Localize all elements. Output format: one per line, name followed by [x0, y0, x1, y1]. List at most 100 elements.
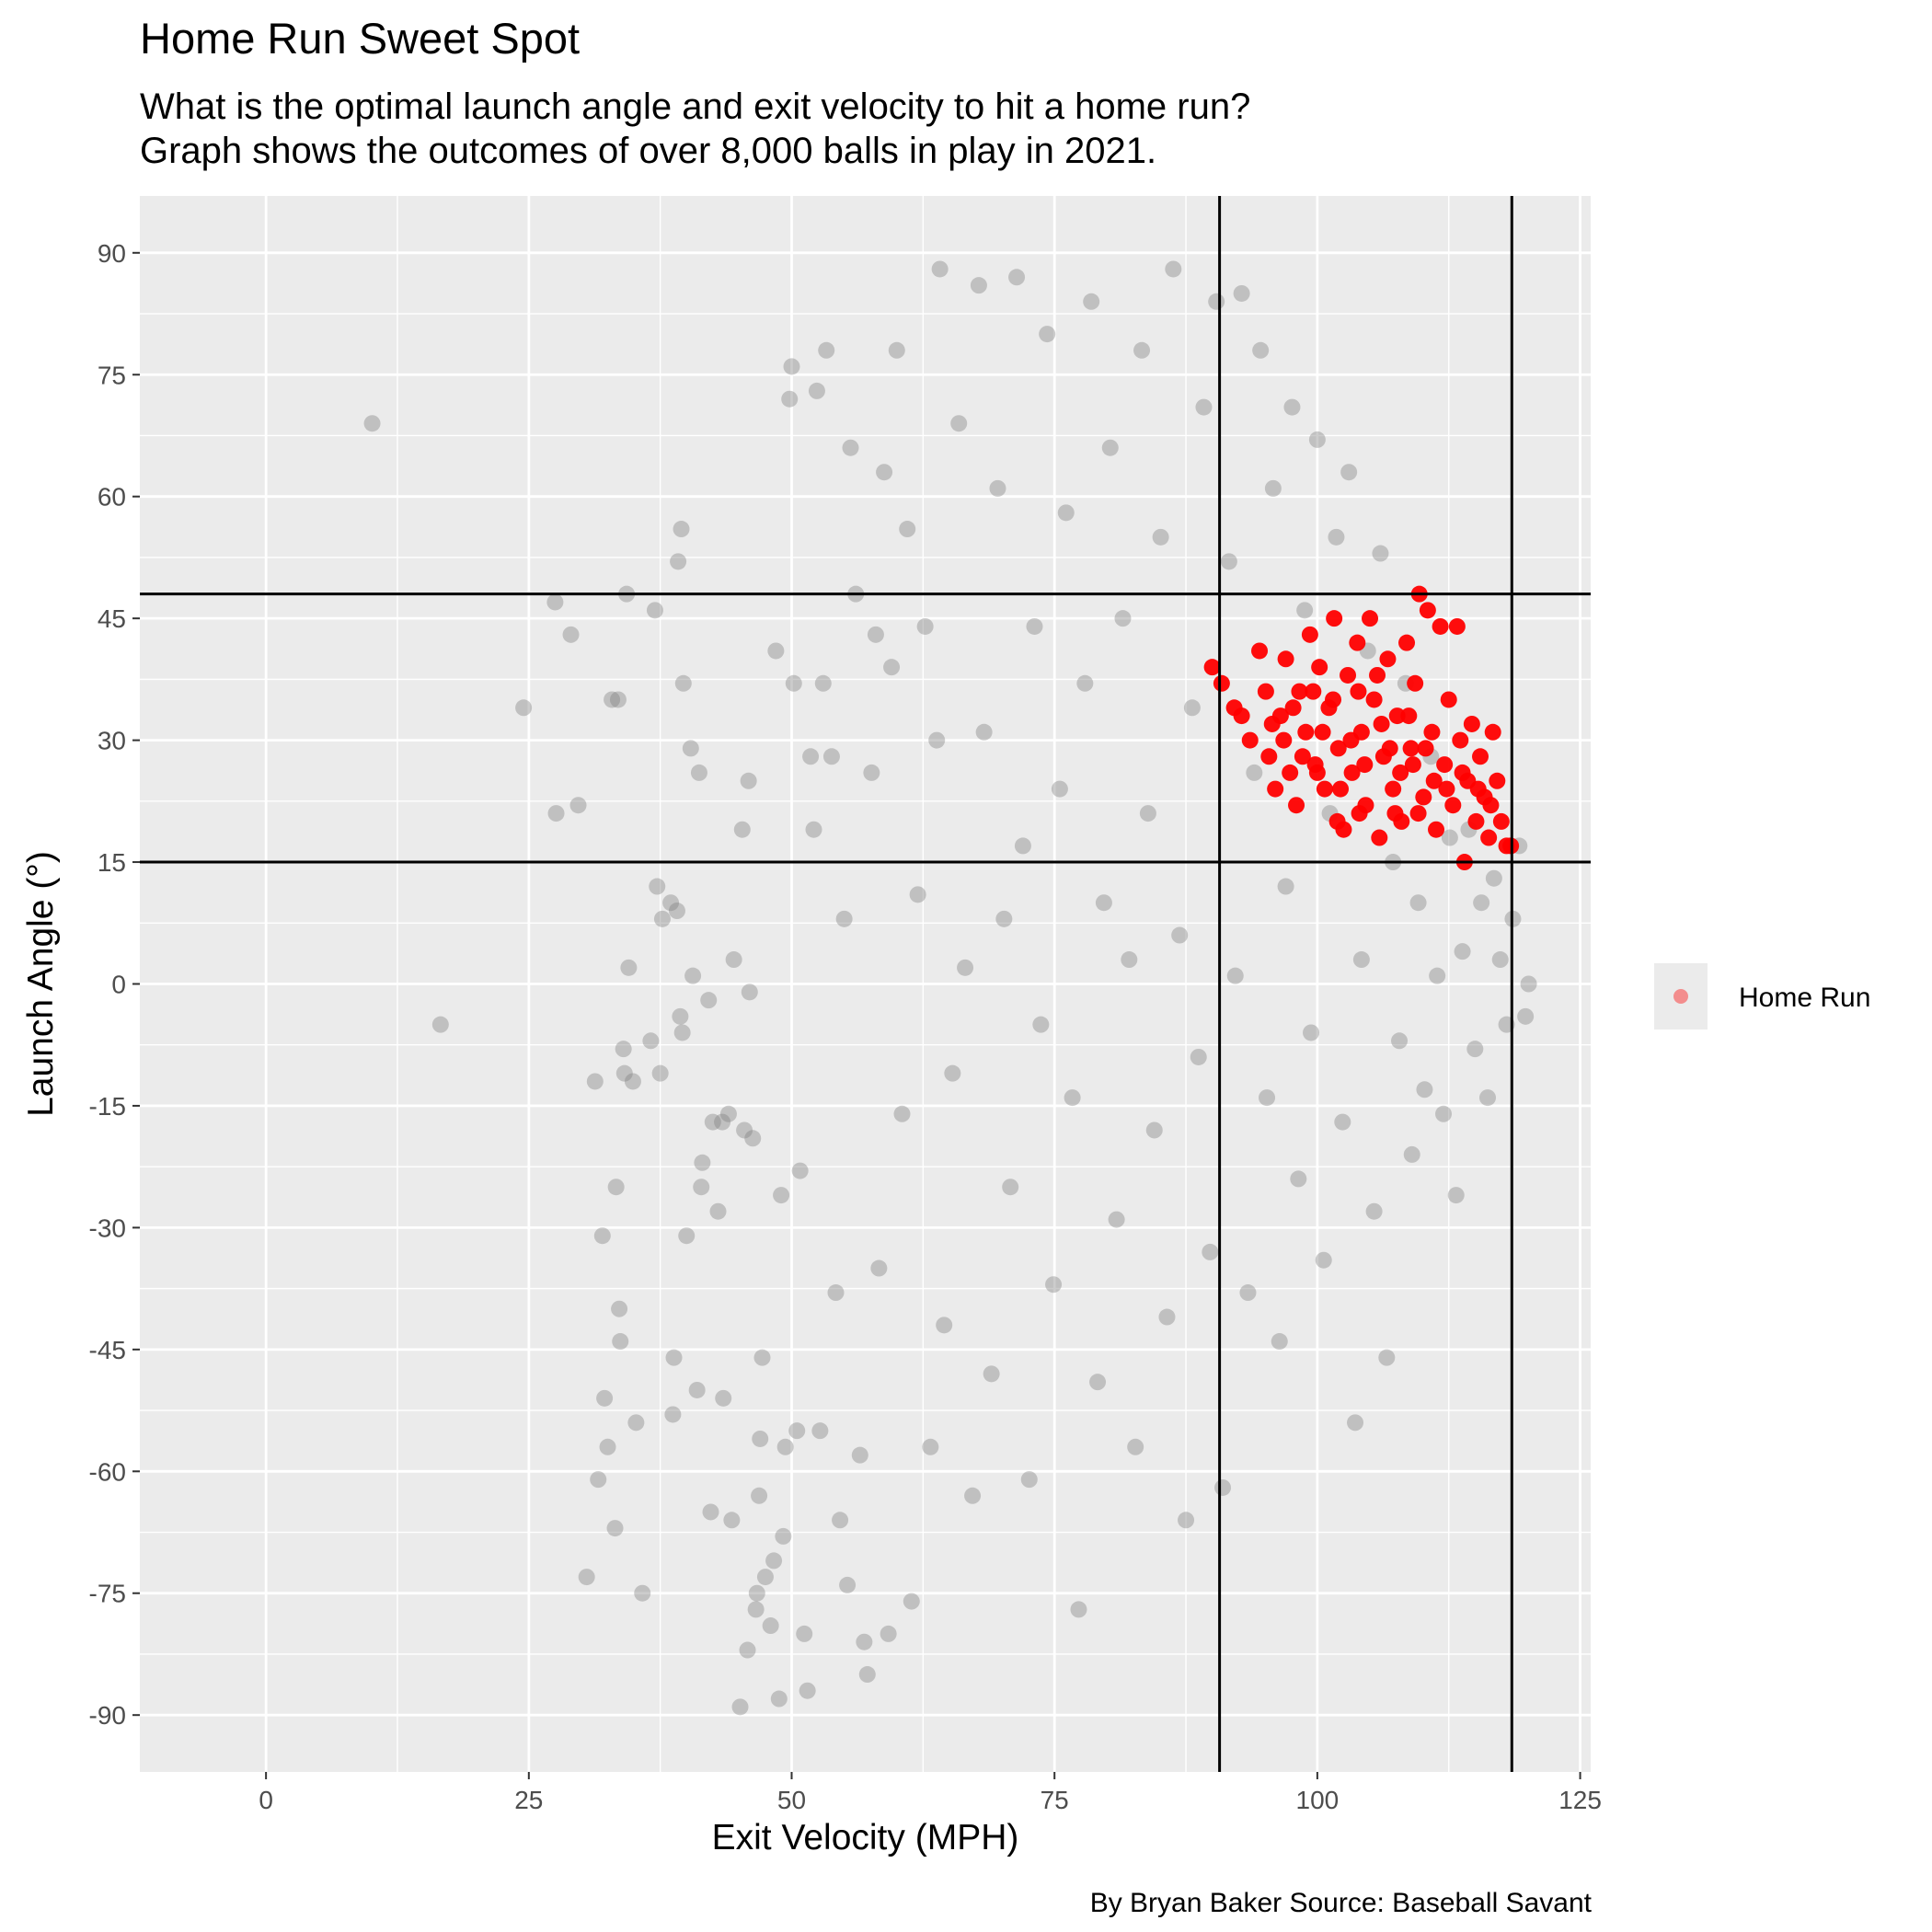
batted-ball-point	[950, 415, 968, 432]
batted-ball-point	[1064, 1089, 1081, 1107]
batted-ball-point	[995, 910, 1013, 927]
batted-ball-point	[899, 521, 916, 538]
batted-ball-point	[1290, 1170, 1307, 1188]
batted-ball-point	[1183, 699, 1201, 717]
batted-ball-point	[1365, 1202, 1383, 1220]
batted-ball-point	[765, 1552, 783, 1570]
x-tick-label: 0	[259, 1786, 273, 1814]
y-tick-label: -45	[89, 1336, 126, 1364]
batted-ball-point	[1133, 341, 1151, 359]
batted-ball-point	[431, 1016, 449, 1033]
batted-ball-point	[1491, 951, 1509, 969]
home-run-point	[1388, 707, 1406, 725]
batted-ball-point	[694, 1154, 711, 1171]
batted-ball-point	[515, 699, 533, 717]
batted-ball-point	[664, 1406, 682, 1423]
home-run-point	[1373, 715, 1390, 732]
batted-ball-point	[753, 1349, 771, 1366]
batted-ball-point	[1039, 326, 1056, 343]
batted-ball-point	[773, 1187, 790, 1204]
batted-ball-point	[785, 674, 802, 692]
batted-ball-point	[983, 1365, 1000, 1383]
batted-ball-point	[653, 910, 671, 927]
batted-ball-point	[1517, 1007, 1535, 1025]
batted-ball-point	[611, 1300, 628, 1317]
x-tick-label: 25	[514, 1786, 543, 1814]
batted-ball-point	[776, 1438, 794, 1455]
legend-label-home-run: Home Run	[1739, 983, 1870, 1013]
batted-ball-point	[752, 1430, 769, 1447]
batted-ball-point	[700, 992, 718, 1009]
batted-ball-point	[1296, 602, 1314, 619]
batted-ball-point	[1340, 464, 1358, 481]
home-run-point	[1350, 683, 1367, 700]
home-run-point	[1251, 642, 1269, 660]
batted-ball-point	[674, 674, 692, 692]
batted-ball-point	[814, 674, 832, 692]
home-run-point	[1267, 780, 1284, 798]
batted-ball-point	[741, 983, 758, 1001]
home-run-point	[1288, 797, 1305, 814]
y-tick-label: 0	[111, 971, 126, 999]
batted-ball-point	[1416, 1081, 1433, 1098]
batted-ball-point	[936, 1317, 953, 1334]
home-run-point	[1314, 723, 1331, 741]
home-run-point	[1263, 715, 1281, 732]
batted-ball-point	[1441, 829, 1458, 846]
batted-ball-point	[1145, 1121, 1163, 1139]
batted-ball-point	[893, 1105, 911, 1122]
batted-ball-point	[1259, 1089, 1276, 1107]
batted-ball-point	[863, 764, 880, 781]
batted-ball-point	[1303, 1024, 1320, 1041]
home-run-point	[1326, 610, 1343, 627]
batted-ball-point	[1158, 1308, 1176, 1326]
batted-ball-point	[835, 910, 853, 927]
batted-ball-point	[1108, 1211, 1125, 1228]
batted-ball-point	[916, 617, 934, 635]
batted-ball-point	[1264, 479, 1282, 497]
batted-ball-point	[1070, 1601, 1087, 1618]
chart-subtitle-line-2: Graph shows the outcomes of over 8,000 b…	[140, 131, 1157, 171]
home-run-point	[1480, 829, 1498, 846]
batted-ball-point	[627, 1414, 645, 1432]
batted-ball-point	[1233, 284, 1250, 302]
y-tick-label: -90	[89, 1701, 126, 1730]
batted-ball-point	[1127, 1438, 1144, 1455]
home-run-point	[1301, 626, 1318, 643]
home-run-point	[1340, 666, 1357, 684]
home-run-point	[1275, 731, 1293, 749]
batted-ball-point	[931, 260, 949, 278]
batted-ball-point	[624, 1073, 641, 1090]
home-run-point	[1328, 812, 1346, 830]
batted-ball-point	[1315, 1251, 1332, 1269]
home-run-point	[1400, 707, 1418, 725]
batted-ball-point	[725, 951, 742, 969]
home-run-point	[1454, 764, 1471, 781]
batted-ball-point	[719, 1105, 737, 1122]
home-run-point	[1351, 805, 1368, 822]
home-run-point	[1291, 683, 1308, 700]
home-run-point	[1332, 780, 1350, 798]
batted-ball-point	[736, 1121, 753, 1139]
batted-ball-point	[678, 1227, 696, 1245]
batted-ball-point	[856, 1633, 873, 1650]
batted-ball-point	[547, 805, 565, 822]
batted-ball-point	[827, 1284, 845, 1302]
legend: Home Run	[1654, 963, 1870, 1029]
batted-ball-point	[1114, 610, 1132, 627]
batted-ball-point	[748, 1584, 765, 1602]
batted-ball-point	[1246, 764, 1263, 781]
batted-ball-point	[1277, 878, 1294, 895]
home-run-point	[1398, 634, 1416, 651]
y-tick-label: -15	[89, 1092, 126, 1121]
home-run-point	[1489, 772, 1506, 789]
batted-ball-point	[751, 1487, 768, 1504]
batted-ball-point	[682, 740, 699, 757]
batted-ball-point	[670, 553, 687, 570]
batted-ball-point	[1121, 951, 1138, 969]
batted-ball-point	[1220, 553, 1237, 570]
legend-key-box	[1654, 963, 1708, 1029]
batted-ball-point	[1202, 1243, 1219, 1260]
batted-ball-point	[944, 1064, 961, 1082]
batted-ball-point	[781, 390, 799, 408]
